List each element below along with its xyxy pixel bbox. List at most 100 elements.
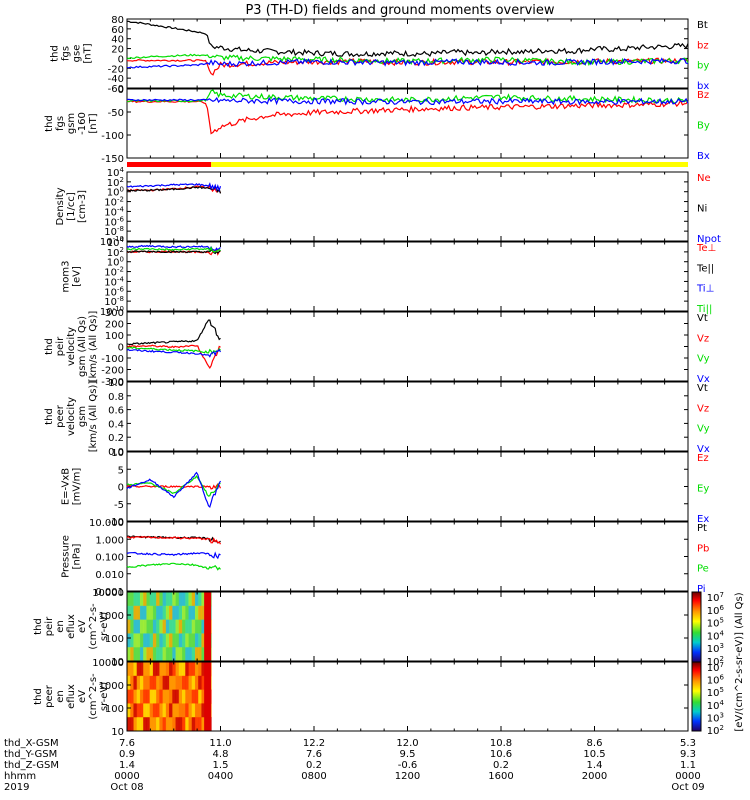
spectrogram-cell bbox=[146, 592, 151, 607]
y-tick-label: 10-6 bbox=[104, 285, 124, 298]
spectrogram-cell bbox=[194, 662, 199, 677]
spectrogram-cell bbox=[198, 675, 202, 691]
y-tick-label: -10 bbox=[108, 517, 124, 528]
spectrogram-cell bbox=[146, 675, 151, 691]
mode-bar-segment bbox=[211, 162, 688, 167]
y-tick-label: 10-8 bbox=[104, 225, 124, 238]
legend-label: Vt bbox=[697, 383, 708, 394]
y-tick-label: 100 bbox=[105, 704, 124, 715]
spectrogram-cell bbox=[159, 662, 164, 677]
y-axis-label: eV bbox=[77, 690, 88, 703]
spectrogram-cell bbox=[165, 675, 170, 691]
spectrogram-cell bbox=[159, 592, 164, 607]
ephemeris-row-label: hhmm bbox=[4, 771, 36, 782]
y-tick-label: 20 bbox=[111, 45, 124, 56]
spectrogram-cell bbox=[172, 717, 177, 732]
spectrogram-cell bbox=[182, 717, 186, 732]
y-tick-label: 0.010 bbox=[95, 570, 124, 581]
spectrogram-cell bbox=[172, 592, 177, 607]
ephemeris-value: 7.6 bbox=[119, 738, 135, 749]
legend-label: Pi bbox=[697, 584, 706, 595]
y-tick-label: 107 bbox=[707, 661, 724, 674]
spectrogram-cell bbox=[191, 703, 196, 718]
spectrogram-cell bbox=[139, 717, 144, 732]
series-line-By bbox=[126, 89, 689, 105]
spectrogram-cell bbox=[198, 717, 202, 732]
spectrogram-cell bbox=[175, 633, 180, 648]
y-axis-label: mom3 bbox=[61, 261, 72, 293]
y-tick-label: 0 bbox=[118, 343, 124, 354]
y-axis-label: eflux bbox=[66, 684, 77, 709]
spectrogram-cell bbox=[162, 592, 167, 607]
y-tick-label: 1000 bbox=[99, 681, 124, 692]
y-axis-label: thd bbox=[33, 618, 44, 635]
spectrogram-cell bbox=[201, 662, 206, 677]
spectrogram-cell bbox=[201, 647, 206, 662]
spectrogram-cell bbox=[127, 662, 131, 677]
spectrogram-cell bbox=[152, 689, 157, 704]
legend-label: Ti|| bbox=[696, 304, 712, 315]
spectrogram-cell bbox=[159, 605, 164, 621]
spectrogram-cell bbox=[149, 592, 154, 607]
spectrogram-cell bbox=[159, 647, 164, 662]
legend-label: Npot bbox=[697, 234, 721, 245]
y-axis-label: velocity bbox=[66, 397, 77, 436]
spectrogram-cell bbox=[162, 703, 167, 718]
spectrogram-cell bbox=[136, 675, 141, 691]
spectrogram-cell bbox=[149, 675, 154, 691]
legend-label: Vz bbox=[697, 333, 709, 344]
spectrogram-cell bbox=[136, 592, 141, 607]
y-axis-label: thd bbox=[44, 338, 55, 355]
ephemeris-value: Oct 08 bbox=[110, 782, 143, 793]
spectrogram-cell bbox=[188, 689, 193, 704]
spectrogram-cell bbox=[185, 717, 189, 732]
spectrogram-cell bbox=[149, 633, 154, 648]
spectrogram-cell bbox=[136, 605, 141, 621]
spectrogram-cell bbox=[201, 703, 206, 718]
spectrogram-cell bbox=[127, 717, 131, 732]
spectrogram-cell bbox=[188, 619, 193, 634]
y-tick-label: 60 bbox=[111, 25, 124, 36]
spectrogram-cell bbox=[156, 647, 160, 662]
spectrogram-cell bbox=[188, 703, 193, 718]
spectrogram-cell bbox=[143, 592, 147, 607]
spectrogram-cell bbox=[194, 675, 199, 691]
y-tick-label: 10-4 bbox=[104, 205, 124, 218]
spectrogram-cell bbox=[127, 703, 131, 718]
legend-label: Bt bbox=[697, 20, 708, 31]
legend-label: Bx bbox=[697, 151, 710, 162]
spectrogram-cell bbox=[185, 619, 189, 634]
spectrogram-cell bbox=[169, 619, 173, 634]
series-line-Npot bbox=[126, 182, 222, 193]
spectrogram-cell bbox=[127, 592, 131, 607]
series-line-bx bbox=[126, 57, 689, 69]
spectrogram-cell bbox=[162, 717, 167, 732]
spectrogram-cell bbox=[191, 633, 196, 648]
mode-bar-segment bbox=[127, 162, 212, 167]
y-axis-label: peir bbox=[44, 616, 55, 636]
spectrogram-cell bbox=[146, 689, 151, 704]
y-axis-label: [km/s (All Qs)] bbox=[88, 311, 99, 383]
spectrogram-cell bbox=[178, 662, 183, 677]
ephemeris-value: 0000 bbox=[114, 771, 139, 782]
spectrogram-cell bbox=[169, 717, 173, 732]
y-tick-label: 10-6 bbox=[104, 215, 124, 228]
y-tick-label: 104 bbox=[707, 699, 725, 712]
series-line-Bz bbox=[126, 99, 689, 135]
ephemeris-value: 11.0 bbox=[209, 738, 231, 749]
panel-efield: 10 5 0 -5 -10 E=-VxB [mV/m] Ez Ey Ex bbox=[61, 448, 710, 528]
spectrogram-cell bbox=[165, 633, 170, 648]
spectrogram-cell bbox=[139, 662, 144, 677]
spectrogram-cell bbox=[152, 647, 157, 662]
spectrogram-cell bbox=[156, 703, 160, 718]
spectrogram-cell bbox=[162, 689, 167, 704]
spectrogram-cell bbox=[175, 605, 180, 621]
spectrogram-cell bbox=[136, 703, 141, 718]
spectrogram-cell bbox=[149, 717, 154, 732]
spectrogram-cell bbox=[194, 619, 199, 634]
legend-label: Ti⊥ bbox=[696, 284, 714, 295]
y-tick-label: -60 bbox=[108, 84, 124, 95]
ephemeris-value: 0400 bbox=[208, 771, 233, 782]
